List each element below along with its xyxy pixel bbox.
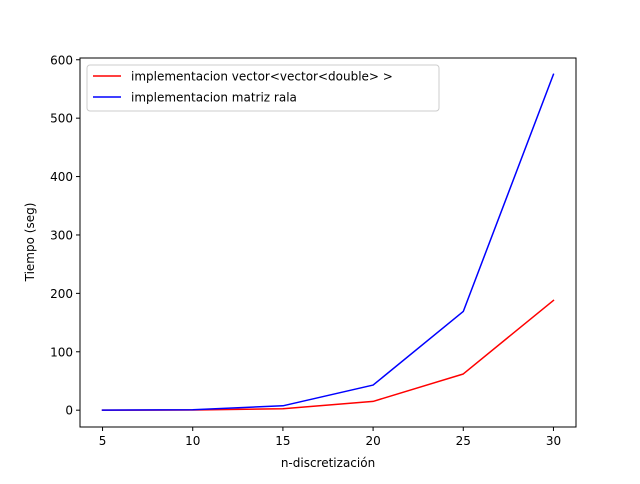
y-axis-label: Tiempo (seg) xyxy=(23,203,37,283)
y-tick-label: 0 xyxy=(65,404,73,418)
x-tick-label: 20 xyxy=(365,434,380,448)
y-axis-ticks: 0 100 200 300 400 500 600 xyxy=(50,53,80,418)
series-layer xyxy=(101,73,555,411)
legend: implementacion vector<vector<double> > i… xyxy=(86,64,440,112)
x-axis-label: n-discretización xyxy=(281,456,375,470)
x-tick-label: 15 xyxy=(275,434,290,448)
y-tick-label: 300 xyxy=(50,228,73,242)
series-line-matriz-rala xyxy=(101,73,555,411)
y-tick-label: 400 xyxy=(50,170,73,184)
y-tick-label: 100 xyxy=(50,345,73,359)
x-tick-label: 25 xyxy=(456,434,471,448)
x-axis-ticks: 5 10 15 20 25 30 xyxy=(99,427,561,448)
x-tick-label: 5 xyxy=(99,434,107,448)
plot-area-frame xyxy=(79,57,577,428)
y-tick-label: 500 xyxy=(50,112,73,126)
y-tick-label: 200 xyxy=(50,287,73,301)
legend-label-vector: implementacion vector<vector<double> > xyxy=(131,70,393,84)
legend-label-matriz-rala: implementacion matriz rala xyxy=(131,91,297,105)
legend-box xyxy=(86,64,440,112)
y-tick-label: 600 xyxy=(50,53,73,67)
x-tick-label: 30 xyxy=(546,434,561,448)
x-tick-label: 10 xyxy=(185,434,200,448)
